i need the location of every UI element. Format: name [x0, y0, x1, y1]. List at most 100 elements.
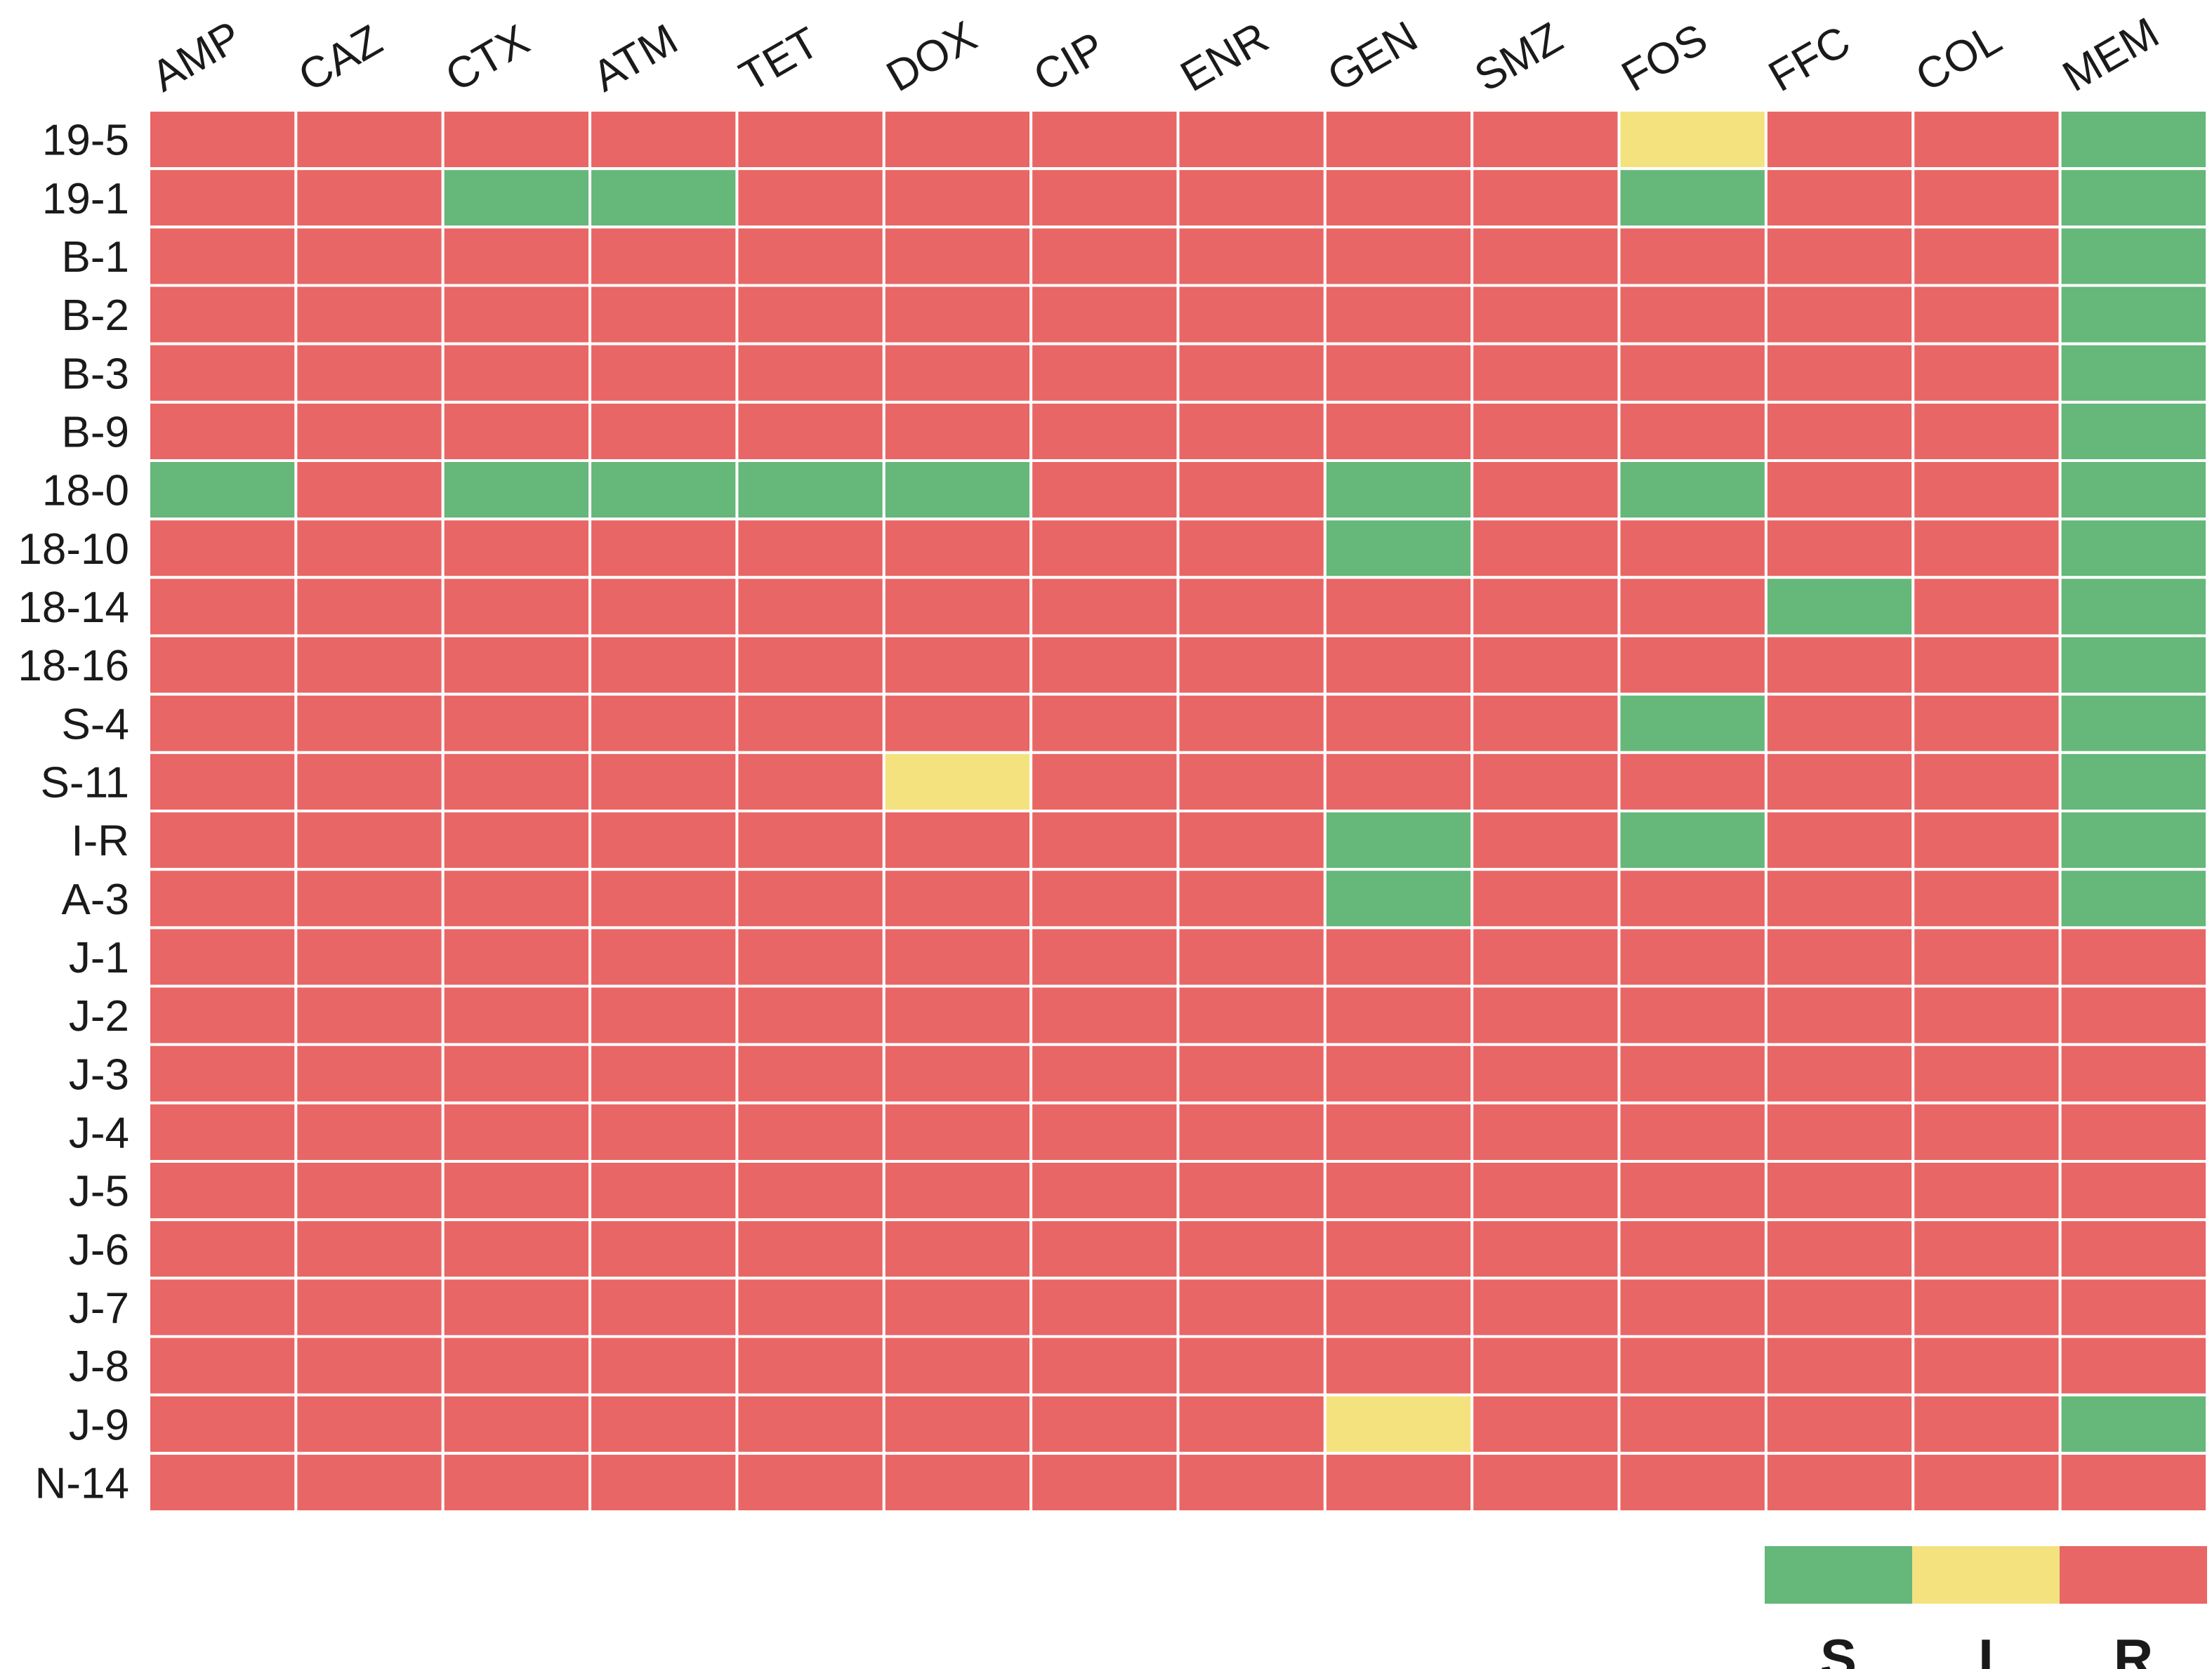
- row-labels: 19-5 19-1 B-1 B-2 B-3 B-9 18-0 18-10 18-14 18-16 S…: [18, 117, 129, 1508]
- row-label-j-6: J-6: [69, 1226, 129, 1274]
- cell-s-11-ctx: [441, 751, 592, 813]
- cell-j-8-atm: [588, 1335, 739, 1397]
- cell-b-1-caz: [294, 225, 445, 287]
- cell-i-r-mem: [2058, 810, 2208, 871]
- row-label-19-1: 19-1: [42, 175, 129, 223]
- cell-j-7-fos: [1617, 1277, 1767, 1338]
- column-label-tet: TET: [732, 18, 827, 101]
- cell-18-0-caz: [294, 459, 445, 521]
- cell-j-4-caz: [294, 1101, 445, 1163]
- cell-19-1-ffc: [1764, 167, 1915, 229]
- cell-18-14-ffc: [1764, 576, 1915, 638]
- cell-18-0-atm: [588, 459, 739, 521]
- legend-swatch-r: [2060, 1546, 2207, 1604]
- cell-s-4-dox: [882, 692, 1033, 754]
- cell-j-4-atm: [588, 1101, 739, 1163]
- cell-b-1-dox: [882, 225, 1033, 287]
- cell-b-2-caz: [294, 284, 445, 345]
- column-labels: AMP CAZ CTX ATM TET DOX CIP ENR GEN SMZ FOS FFC COL M…: [144, 8, 2167, 101]
- cell-j-5-ctx: [441, 1160, 592, 1222]
- cell-b-2-dox: [882, 284, 1033, 345]
- row-label-j-4: J-4: [69, 1109, 129, 1157]
- cell-j-5-dox: [882, 1160, 1033, 1222]
- cell-19-1-ctx: [441, 167, 592, 229]
- row-label-18-10: 18-10: [18, 525, 129, 574]
- cell-j-7-tet: [735, 1277, 886, 1338]
- cell-18-16-ctx: [441, 634, 592, 696]
- row-label-i-r: I-R: [71, 817, 129, 866]
- cell-j-1-gen: [1323, 926, 1474, 988]
- cell-j-9-amp: [147, 1393, 298, 1455]
- cell-b-2-mem: [2058, 284, 2208, 345]
- cell-19-1-col: [1911, 167, 2062, 229]
- cell-18-10-ffc: [1764, 517, 1915, 579]
- cell-b-3-gen: [1323, 342, 1474, 404]
- cell-j-5-atm: [588, 1160, 739, 1222]
- cell-j-7-mem: [2058, 1277, 2208, 1338]
- cell-j-5-mem: [2058, 1160, 2208, 1222]
- cell-b-9-ctx: [441, 400, 592, 462]
- column-label-cip: CIP: [1026, 23, 1113, 101]
- cell-j-5-gen: [1323, 1160, 1474, 1222]
- cell-j-7-caz: [294, 1277, 445, 1338]
- cell-j-3-amp: [147, 1043, 298, 1104]
- cell-j-8-smz: [1470, 1335, 1621, 1397]
- cell-j-1-enr: [1176, 926, 1326, 988]
- cell-j-9-col: [1911, 1393, 2062, 1455]
- cell-b-9-tet: [735, 400, 886, 462]
- cell-18-14-col: [1911, 576, 2062, 638]
- cell-18-10-dox: [882, 517, 1033, 579]
- cell-18-14-atm: [588, 576, 739, 638]
- cell-b-9-gen: [1323, 400, 1474, 462]
- cell-19-5-atm: [588, 109, 739, 171]
- cell-b-1-smz: [1470, 225, 1621, 287]
- cell-j-5-col: [1911, 1160, 2062, 1222]
- cell-18-16-fos: [1617, 634, 1767, 696]
- column-label-enr: ENR: [1173, 13, 1277, 101]
- cell-b-2-ffc: [1764, 284, 1915, 345]
- cell-b-3-smz: [1470, 342, 1621, 404]
- row-label-n-14: N-14: [35, 1459, 129, 1508]
- cell-j-1-tet: [735, 926, 886, 988]
- cell-18-14-gen: [1323, 576, 1474, 638]
- cell-18-14-smz: [1470, 576, 1621, 638]
- cell-j-6-ctx: [441, 1218, 592, 1280]
- cell-j-2-mem: [2058, 984, 2208, 1046]
- cell-19-5-ctx: [441, 109, 592, 171]
- row-label-s-4: S-4: [62, 700, 129, 748]
- cell-18-0-amp: [147, 459, 298, 521]
- column-label-caz: CAZ: [291, 15, 390, 101]
- cell-s-11-mem: [2058, 751, 2208, 813]
- cell-a-3-mem: [2058, 868, 2208, 930]
- cell-b-9-amp: [147, 400, 298, 462]
- cell-j-2-ffc: [1764, 984, 1915, 1046]
- cell-j-8-enr: [1176, 1335, 1326, 1397]
- cell-j-6-fos: [1617, 1218, 1767, 1280]
- cell-n-14-mem: [2058, 1451, 2208, 1513]
- cell-j-7-ctx: [441, 1277, 592, 1338]
- cell-a-3-ffc: [1764, 868, 1915, 930]
- cell-b-1-tet: [735, 225, 886, 287]
- cell-j-3-ffc: [1764, 1043, 1915, 1104]
- cell-j-3-ctx: [441, 1043, 592, 1104]
- legend-label-i: I: [1978, 1628, 1994, 1669]
- cell-j-9-tet: [735, 1393, 886, 1455]
- cell-18-0-col: [1911, 459, 2062, 521]
- cell-n-14-col: [1911, 1451, 2062, 1513]
- cell-18-0-cip: [1029, 459, 1180, 521]
- cell-a-3-col: [1911, 868, 2062, 930]
- cell-19-5-col: [1911, 109, 2062, 171]
- cell-j-7-atm: [588, 1277, 739, 1338]
- cell-b-9-caz: [294, 400, 445, 462]
- cell-19-5-gen: [1323, 109, 1474, 171]
- cell-18-0-tet: [735, 459, 886, 521]
- cell-b-2-ctx: [441, 284, 592, 345]
- cell-b-1-fos: [1617, 225, 1767, 287]
- cell-a-3-smz: [1470, 868, 1621, 930]
- cell-18-0-mem: [2058, 459, 2208, 521]
- cell-18-16-ffc: [1764, 634, 1915, 696]
- cell-j-4-tet: [735, 1101, 886, 1163]
- cell-18-10-fos: [1617, 517, 1767, 579]
- cell-j-5-caz: [294, 1160, 445, 1222]
- cell-19-1-mem: [2058, 167, 2208, 229]
